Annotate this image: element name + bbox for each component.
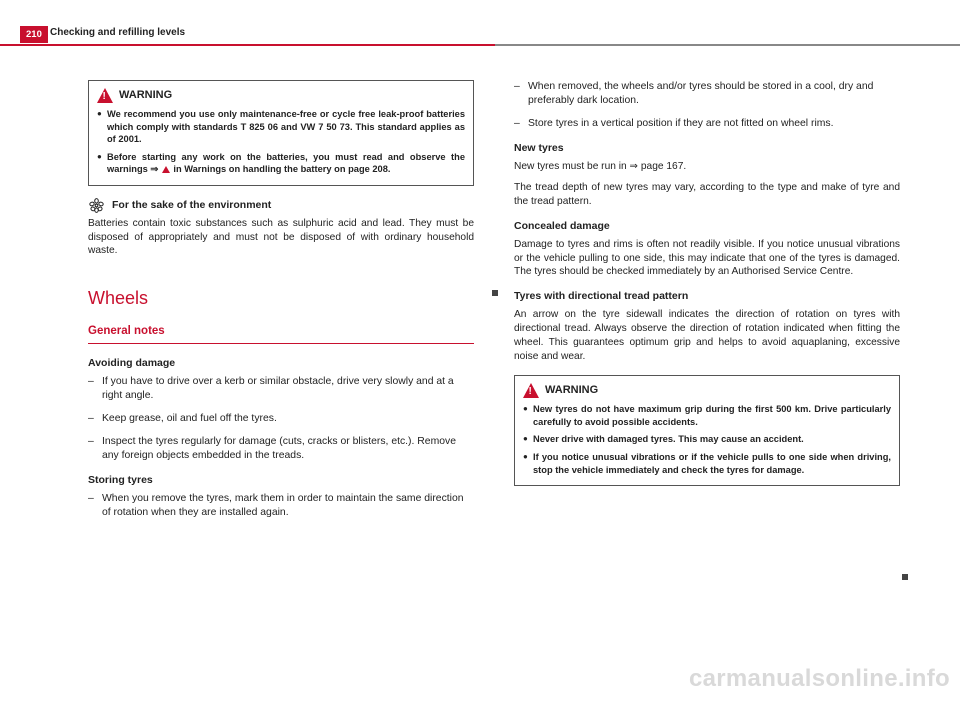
list-storing-tyres-cont: When removed, the wheels and/or tyres sh… xyxy=(514,80,900,131)
section-heading-wheels: Wheels xyxy=(88,286,474,310)
flower-icon xyxy=(88,197,105,214)
list-item: Keep grease, oil and fuel off the tyres. xyxy=(88,412,474,426)
warning-text: If you notice unusual vibrations or if t… xyxy=(523,451,891,476)
list-storing-tyres: When you remove the tyres, mark them in … xyxy=(88,492,474,520)
content-columns: WARNING We recommend you use only mainte… xyxy=(88,80,900,530)
body-paragraph: The tread depth of new tyres may vary, a… xyxy=(514,181,900,209)
subsection-heading: General notes xyxy=(88,324,474,344)
warning-text: Before starting any work on the batterie… xyxy=(97,151,465,176)
warning-box-tyres: WARNING New tyres do not have maximum gr… xyxy=(514,375,900,486)
list-item: When you remove the tyres, mark them in … xyxy=(88,492,474,520)
list-item: If you have to drive over a kerb or simi… xyxy=(88,375,474,403)
section-end-marker-icon xyxy=(492,290,498,296)
environment-body: Batteries contain toxic substances such … xyxy=(88,217,474,258)
body-paragraph: Damage to tyres and rims is often not re… xyxy=(514,238,900,279)
header-divider xyxy=(0,44,960,46)
right-column: When removed, the wheels and/or tyres sh… xyxy=(514,80,900,530)
left-column: WARNING We recommend you use only mainte… xyxy=(88,80,474,530)
watermark-text: carmanualsonline.info xyxy=(689,665,950,693)
warning-text: We recommend you use only maintenance-fr… xyxy=(97,108,465,146)
warning-text: New tyres do not have maximum grip durin… xyxy=(523,403,891,428)
warning-label: WARNING xyxy=(545,383,598,398)
paragraph-heading: Storing tyres xyxy=(88,473,474,487)
warning-box-battery: WARNING We recommend you use only mainte… xyxy=(88,80,474,186)
page-number-tab: 210 xyxy=(20,26,48,43)
warning-label: WARNING xyxy=(119,88,172,103)
list-item: Store tyres in a vertical position if th… xyxy=(514,117,900,131)
paragraph-heading: New tyres xyxy=(514,141,900,155)
list-item: When removed, the wheels and/or tyres sh… xyxy=(514,80,900,108)
warning-text: Never drive with damaged tyres. This may… xyxy=(523,433,891,446)
section-end-marker-icon xyxy=(902,574,908,580)
warning-triangle-icon xyxy=(523,383,539,398)
body-paragraph: An arrow on the tyre sidewall indicates … xyxy=(514,308,900,363)
environment-title: For the sake of the environment xyxy=(112,198,271,212)
warning-triangle-inline-icon xyxy=(162,166,170,173)
page-header-title: Checking and refilling levels xyxy=(50,27,185,38)
list-avoiding-damage: If you have to drive over a kerb or simi… xyxy=(88,375,474,463)
warning-triangle-icon xyxy=(97,88,113,103)
environment-heading: For the sake of the environment xyxy=(88,197,474,214)
paragraph-heading: Concealed damage xyxy=(514,219,900,233)
paragraph-heading: Tyres with directional tread pattern xyxy=(514,289,900,303)
list-item: Inspect the tyres regularly for damage (… xyxy=(88,435,474,463)
body-paragraph: New tyres must be run in ⇒ page 167. xyxy=(514,160,900,174)
paragraph-heading: Avoiding damage xyxy=(88,356,474,370)
